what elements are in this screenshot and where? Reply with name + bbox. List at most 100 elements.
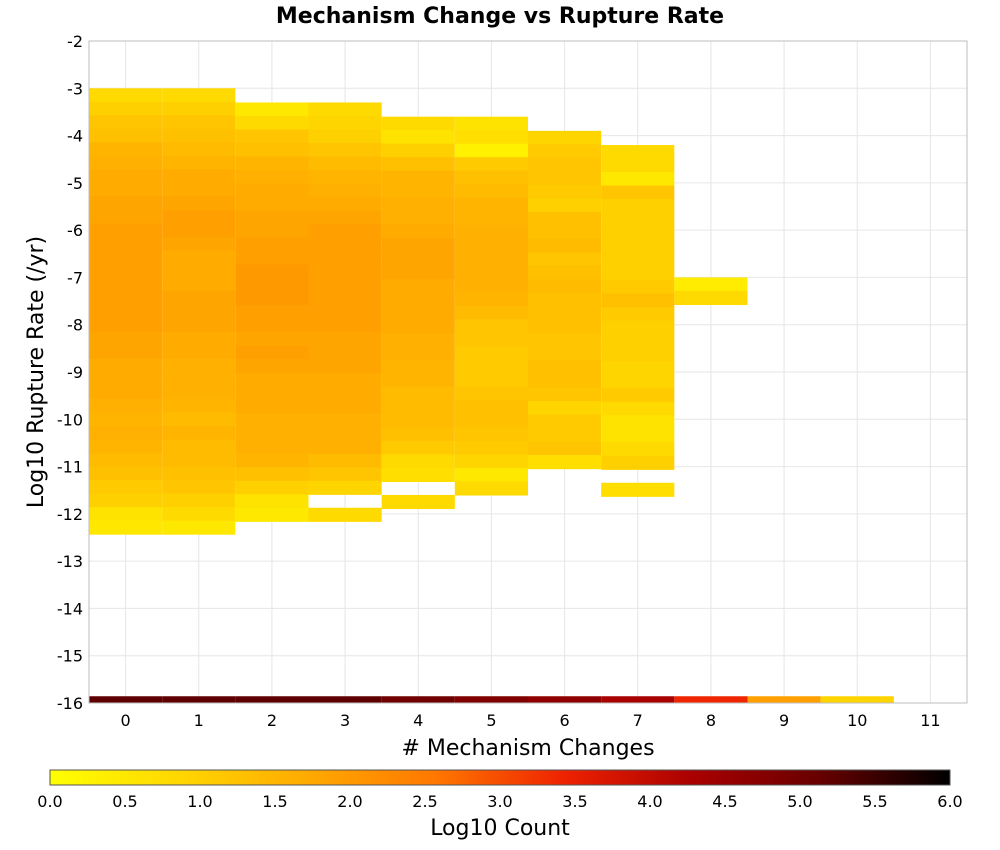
heatmap-cell [308,102,382,117]
heatmap-cell [89,385,163,400]
heatmap-cell [162,223,236,238]
heatmap-cell [308,386,382,401]
heatmap-cell [528,252,602,267]
heatmap-cell [528,374,602,389]
heatmap-cell [528,428,602,443]
x-tick-label: 9 [779,711,789,730]
heatmap-cell [454,251,528,266]
heatmap-cell [308,183,382,198]
heatmap-cell [162,344,236,360]
heatmap-cell [528,401,602,416]
heatmap-cell [162,412,236,427]
heatmap-cell [601,293,675,308]
heatmap-cell [162,128,236,143]
heatmap-cell [308,115,382,131]
x-tick-labels: 0 1 2 3 4 5 6 7 8 9 10 11 [120,711,940,730]
heatmap-cell [528,346,602,362]
colorbar-tick-label: 2.0 [337,792,362,811]
heatmap-cell [381,265,455,280]
heatmap-cell [381,292,455,307]
heatmap-cell [162,385,236,400]
heatmap-cell [820,696,894,703]
heatmap-cell [89,453,163,468]
x-tick-label: 0 [120,711,130,730]
chart-title: Mechanism Change vs Rupture Rate [276,4,724,29]
heatmap-cell [601,212,675,227]
heatmap-cell [89,304,163,319]
heatmap-cell [308,251,382,266]
x-tick-label: 3 [340,711,350,730]
y-tick-label: -2 [67,32,83,51]
heatmap-cell [89,263,163,279]
heatmap-cell [454,454,528,469]
heatmap-cell [381,346,455,361]
heatmap-cell [454,319,528,334]
heatmap-cell [89,480,163,495]
heatmap-cell [381,184,455,199]
heatmap-cell [528,144,602,159]
colorbar-tick-label: 0.0 [37,792,62,811]
heatmap-cell [162,277,236,292]
heatmap-cell [89,331,163,346]
heatmap-cell [235,291,309,306]
x-tick-label: 7 [633,711,643,730]
heatmap-cell [528,441,602,456]
heatmap-cell [235,210,309,225]
heatmap-cell [601,415,675,430]
heatmap-cell [308,332,382,347]
heatmap-cell [528,279,602,294]
heatmap-cell [89,88,163,103]
heatmap-cell [308,170,382,185]
heatmap-cell [528,211,602,227]
heatmap-cell [162,142,236,157]
heatmap-cell [601,199,675,214]
heatmap-cell [381,359,455,374]
x-tick-label: 2 [267,711,277,730]
colorbar-tick-label: 3.0 [487,792,512,811]
heatmap-cell [162,250,236,265]
heatmap-cell [454,481,528,496]
heatmap-cell [162,169,236,184]
heatmap-cell [528,265,602,281]
heatmap-cell [454,143,528,158]
heatmap-cell [308,399,382,414]
heatmap-cell [235,372,309,387]
heatmap-cell [162,507,236,522]
heatmap-cell [308,237,382,252]
heatmap-cell [89,115,163,130]
heatmap-cell [747,696,821,703]
colorbar-tick-label: 5.5 [862,792,887,811]
heatmap-cell [381,224,455,239]
heatmap-cell [162,236,236,252]
heatmap-cell [162,304,236,319]
heatmap-cell [89,155,163,170]
heatmap-cell [528,198,602,213]
heatmap-cell [454,265,528,280]
colorbar-tick-labels: 0.0 0.5 1.0 1.5 2.0 2.5 3.0 3.5 4.0 4.5 5.0 5.5 6.0 [37,792,962,811]
heatmap-cell [89,426,163,441]
heatmap-cell [381,400,455,415]
heatmap-cell [601,401,675,416]
heatmap-cell [454,211,528,226]
x-tick-label: 8 [706,711,716,730]
colorbar-tick-label: 4.0 [637,792,662,811]
x-tick-label: 5 [486,711,496,730]
heatmap-cell [308,372,382,387]
heatmap-cell [381,440,455,455]
heatmap-cell [162,399,236,414]
heatmap-cell [601,482,675,497]
heatmap-cell [235,170,309,185]
heatmap-cell [601,696,675,703]
heatmap-cell [89,317,163,333]
heatmap-cell [308,305,382,320]
x-tick-label: 10 [847,711,867,730]
heatmap-cell [235,413,309,428]
heatmap-cell [454,467,528,483]
heatmap-cell [89,696,163,703]
y-tick-label: -12 [57,505,83,524]
heatmap-cell [601,307,675,322]
y-tick-label: -10 [57,410,83,429]
heatmap-cell [308,507,382,522]
heatmap-cell [528,319,602,335]
heatmap-cell [89,169,163,184]
